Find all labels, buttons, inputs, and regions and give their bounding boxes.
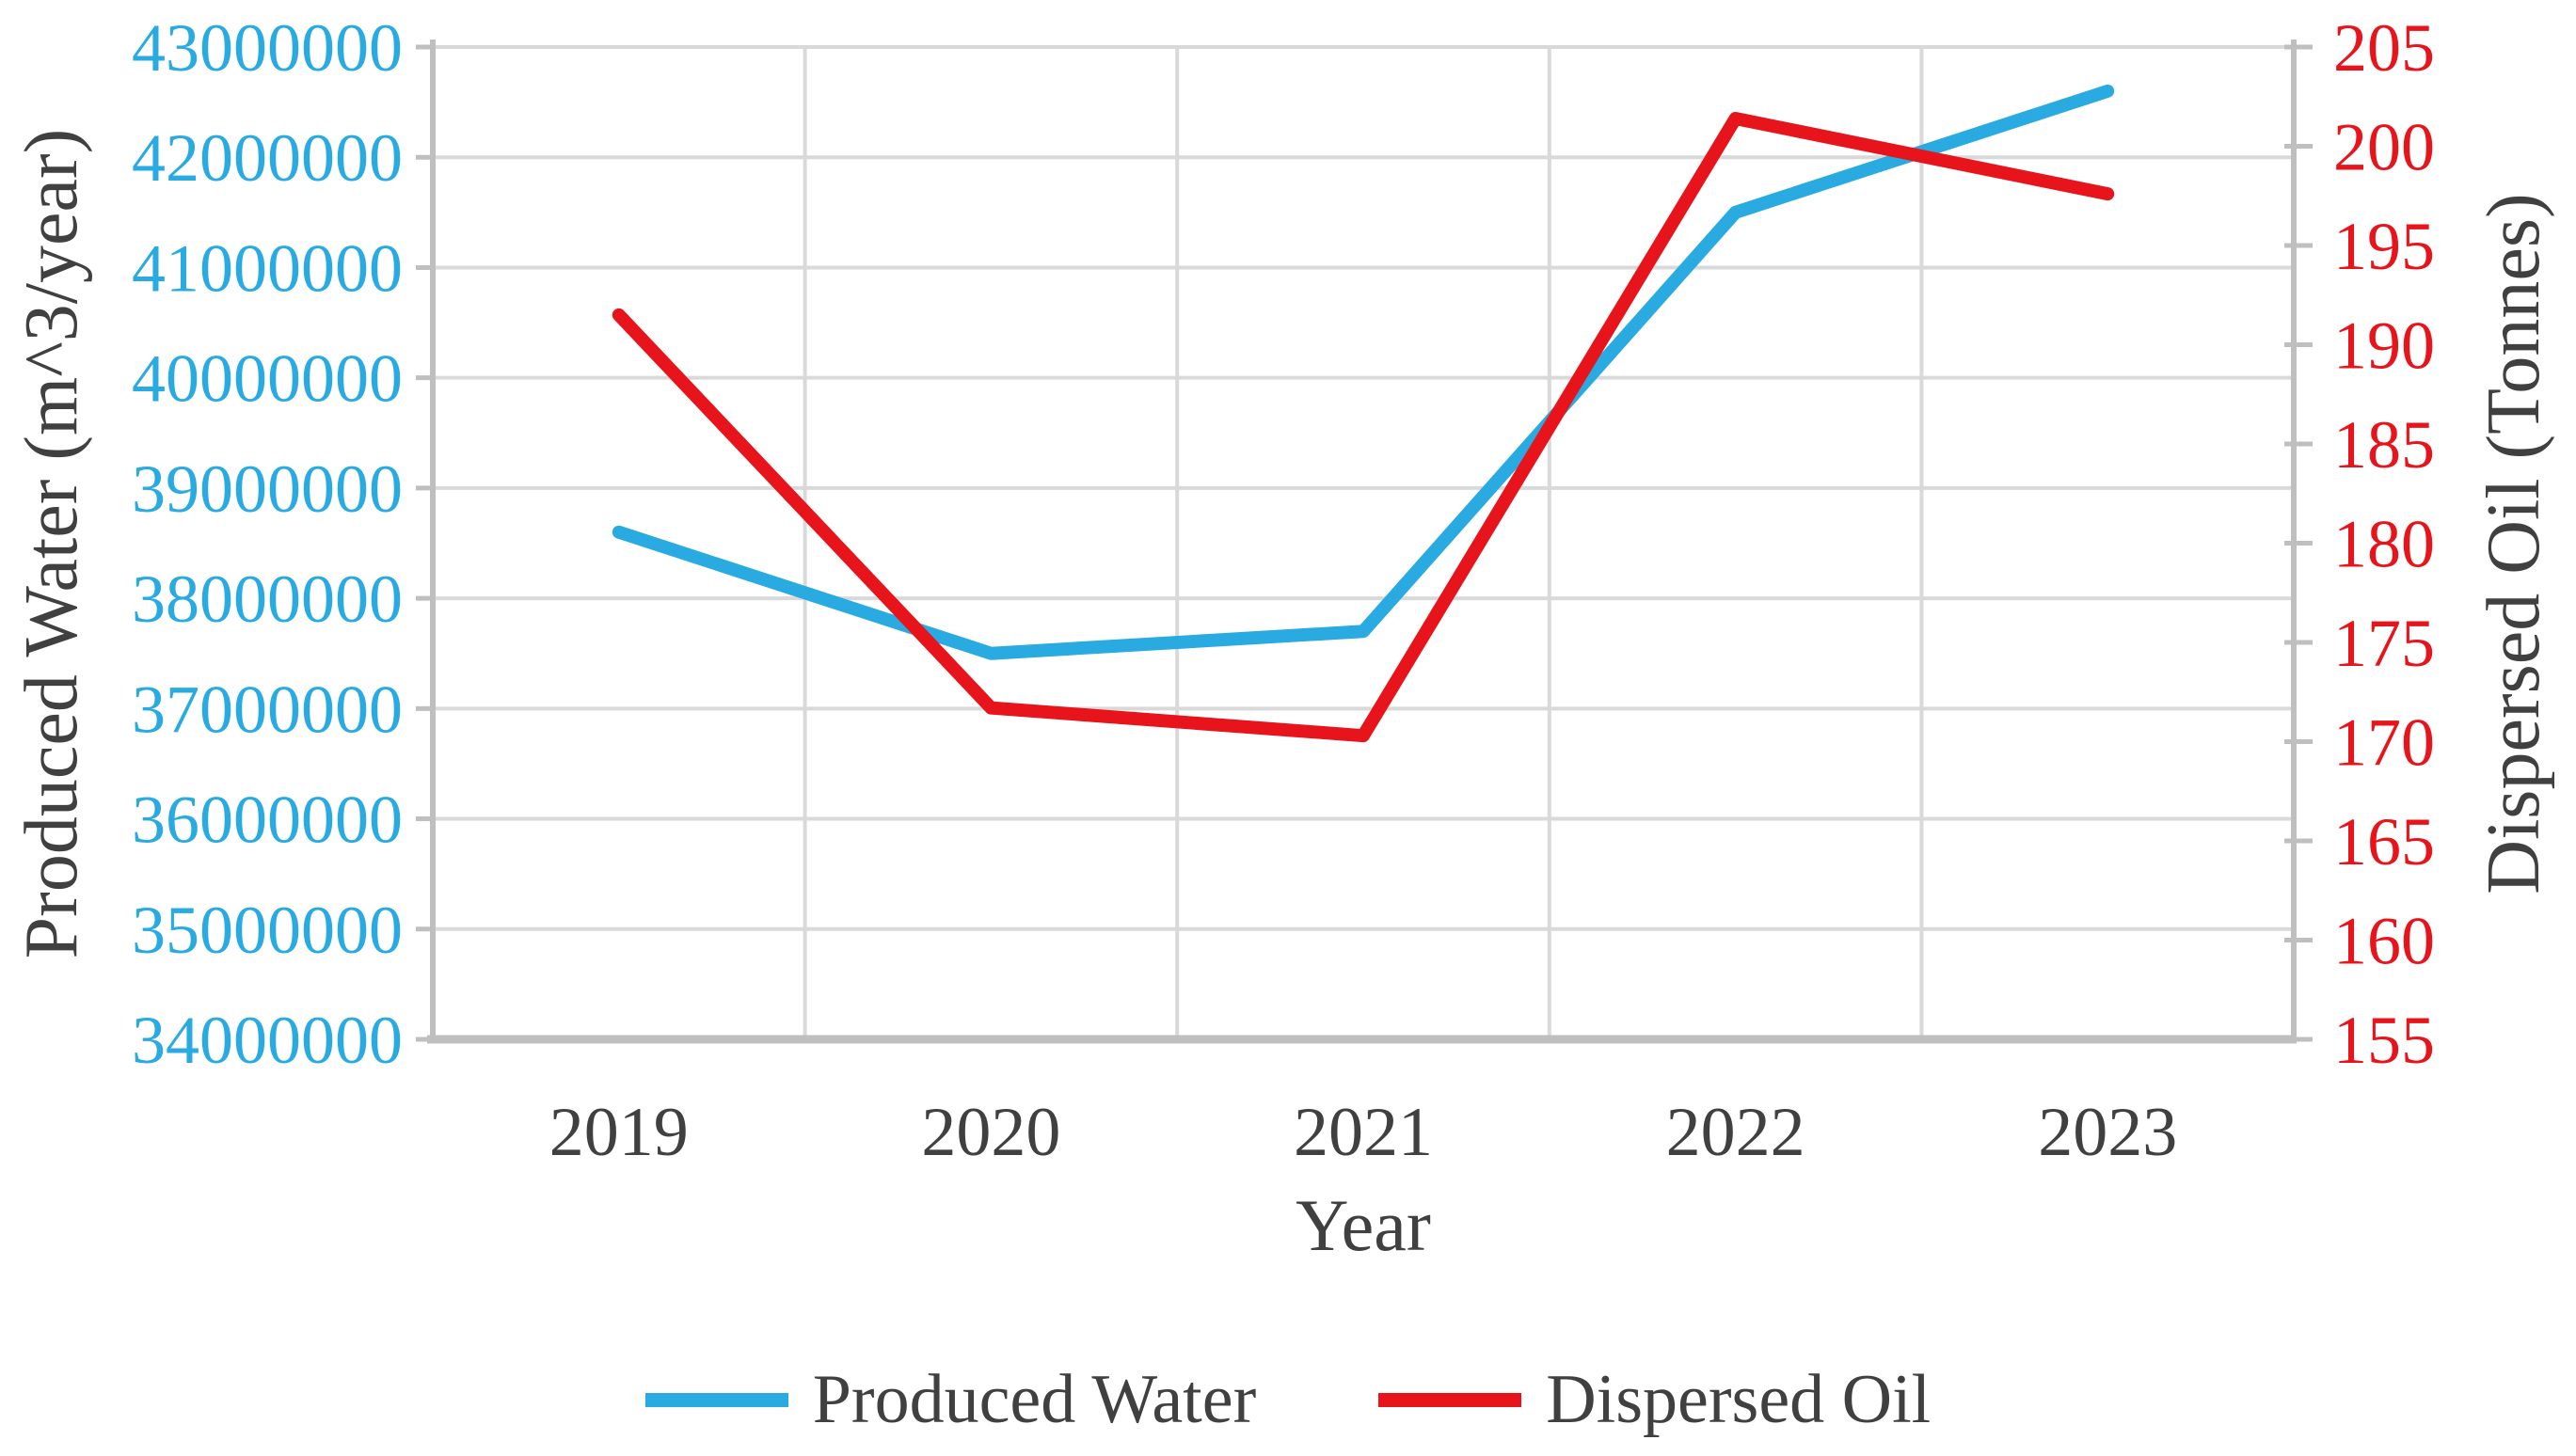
dispersed-oil-line-swatch bbox=[1378, 1392, 1522, 1407]
right-tick-label: 175 bbox=[2333, 606, 2435, 681]
x-tick-label: 2019 bbox=[549, 1094, 689, 1171]
left-tick-label: 36000000 bbox=[132, 783, 403, 858]
right-tick-label: 195 bbox=[2333, 209, 2435, 284]
legend-label-dispersed-oil: Dispersed Oil bbox=[1546, 1360, 1932, 1438]
x-tick-label: 2020 bbox=[921, 1094, 1060, 1171]
right-tick-label: 190 bbox=[2333, 309, 2435, 384]
x-tick-label: 2021 bbox=[1294, 1094, 1433, 1171]
left-tick-label: 39000000 bbox=[132, 451, 403, 527]
series-line-dispersed-oil bbox=[612, 111, 2115, 743]
right-tick-label: 185 bbox=[2333, 407, 2435, 483]
legend-item-produced-water: Produced Water bbox=[644, 1360, 1257, 1440]
right-tick-label: 180 bbox=[2333, 507, 2435, 582]
left-tick-label: 38000000 bbox=[132, 562, 403, 637]
left-tick-label: 43000000 bbox=[132, 10, 403, 86]
left-tick-label: 40000000 bbox=[132, 341, 403, 417]
left-tick-label: 42000000 bbox=[132, 120, 403, 196]
left-tick-label: 35000000 bbox=[132, 893, 403, 968]
left-tick-label: 34000000 bbox=[132, 1003, 403, 1078]
left-tick-label: 41000000 bbox=[132, 230, 403, 306]
x-tick-label: 2022 bbox=[1666, 1094, 1805, 1171]
right-tick-label: 205 bbox=[2333, 10, 2435, 86]
right-tick-label: 200 bbox=[2333, 110, 2435, 185]
x-axis-title: Year bbox=[1296, 1184, 1431, 1266]
series-line-produced-water bbox=[612, 84, 2115, 660]
right-tick-label: 165 bbox=[2333, 804, 2435, 879]
produced-water-line-swatch bbox=[644, 1392, 788, 1407]
right-tick-label: 170 bbox=[2333, 705, 2435, 781]
legend-item-dispersed-oil: Dispersed Oil bbox=[1378, 1360, 1931, 1440]
x-tick-label: 2023 bbox=[2038, 1094, 2177, 1171]
right-tick-label: 155 bbox=[2333, 1003, 2435, 1078]
left-axis-title: Produced Water (m^3/year) bbox=[10, 128, 93, 959]
legend-label-produced-water: Produced Water bbox=[812, 1360, 1257, 1438]
right-tick-label: 160 bbox=[2333, 904, 2435, 979]
legend: Produced Water Dispersed Oil bbox=[0, 1343, 2576, 1456]
right-axis-title: Dispersed Oil (Tonnes) bbox=[2473, 193, 2555, 894]
left-tick-label: 37000000 bbox=[132, 672, 403, 747]
